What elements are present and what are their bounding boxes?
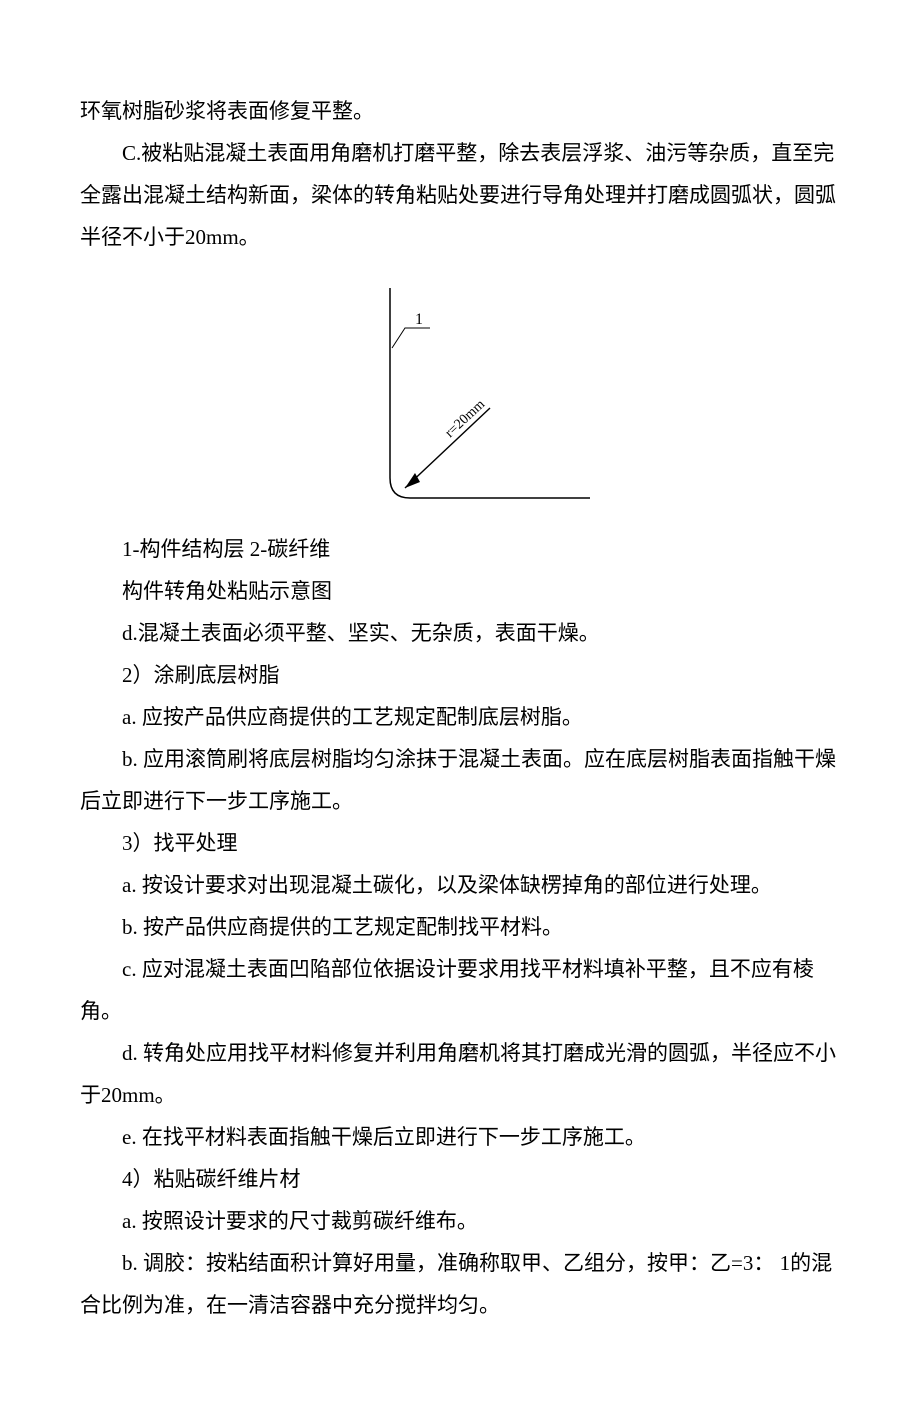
diagram-legend: 1-构件结构层 2-碳纤维 bbox=[80, 528, 840, 570]
diagram-caption: 构件转角处粘贴示意图 bbox=[80, 570, 840, 612]
section-2-heading: 2）涂刷底层树脂 bbox=[80, 654, 840, 696]
paragraph-3c: c. 应对混凝土表面凹陷部位依据设计要求用找平材料填补平整，且不应有棱角。 bbox=[80, 948, 840, 1032]
paragraph-2b: b. 应用滚筒刷将底层树脂均匀涂抹于混凝土表面。应在底层树脂表面指触干燥后立即进… bbox=[80, 738, 840, 822]
paragraph-3a: a. 按设计要求对出现混凝土碳化，以及梁体缺楞掉角的部位进行处理。 bbox=[80, 864, 840, 906]
paragraph-2a: a. 应按产品供应商提供的工艺规定配制底层树脂。 bbox=[80, 696, 840, 738]
label-1-text: 1 bbox=[415, 311, 423, 328]
radius-label: r=20mm bbox=[442, 397, 488, 441]
paragraph-4b: b. 调胶：按粘结面积计算好用量，准确称取甲、乙组分，按甲：乙=3： 1的混合比… bbox=[80, 1242, 840, 1326]
document-page: 环氧树脂砂浆将表面修复平整。 C.被粘贴混凝土表面用角磨机打磨平整，除去表层浮浆… bbox=[0, 0, 920, 1416]
paragraph-3d: d. 转角处应用找平材料修复并利用角磨机将其打磨成光滑的圆弧，半径应不小于20m… bbox=[80, 1032, 840, 1116]
corner-arc bbox=[390, 478, 410, 498]
diagram-container: 1 r=20mm bbox=[80, 278, 840, 518]
section-3-heading: 3）找平处理 bbox=[80, 822, 840, 864]
leader-line-1 bbox=[392, 328, 430, 348]
paragraph-4a: a. 按照设计要求的尺寸裁剪碳纤维布。 bbox=[80, 1200, 840, 1242]
paragraph-3e: e. 在找平材料表面指触干燥后立即进行下一步工序施工。 bbox=[80, 1116, 840, 1158]
paragraph-continuation: 环氧树脂砂浆将表面修复平整。 bbox=[80, 90, 840, 132]
section-4-heading: 4）粘贴碳纤维片材 bbox=[80, 1158, 840, 1200]
radius-arrow-line bbox=[405, 408, 490, 488]
paragraph-3b: b. 按产品供应商提供的工艺规定配制找平材料。 bbox=[80, 906, 840, 948]
paragraph-d: d.混凝土表面必须平整、坚实、无杂质，表面干燥。 bbox=[80, 612, 840, 654]
corner-diagram: 1 r=20mm bbox=[320, 278, 600, 518]
paragraph-c: C.被粘贴混凝土表面用角磨机打磨平整，除去表层浮浆、油污等杂质，直至完全露出混凝… bbox=[80, 132, 840, 258]
